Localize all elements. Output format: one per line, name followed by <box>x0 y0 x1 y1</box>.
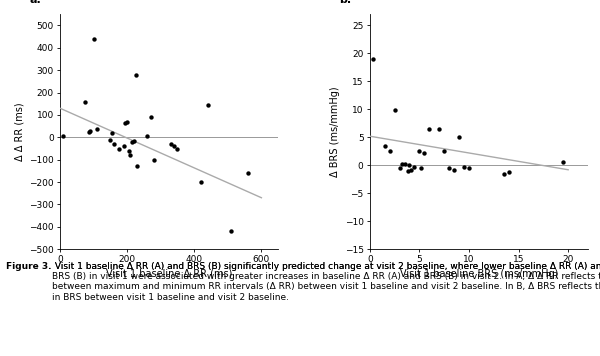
Point <box>203 102 212 108</box>
Point <box>107 130 117 136</box>
Point <box>419 150 429 156</box>
Point <box>425 126 434 132</box>
Point <box>121 120 130 126</box>
Point <box>464 165 474 171</box>
Point <box>454 135 464 140</box>
Point <box>410 164 419 170</box>
Point <box>380 143 389 148</box>
Point <box>169 143 179 149</box>
Point <box>397 161 406 167</box>
Point <box>142 134 152 139</box>
Point <box>84 129 94 135</box>
Point <box>59 134 68 139</box>
Text: a.: a. <box>29 0 41 5</box>
Point <box>85 128 95 134</box>
Point <box>146 114 155 120</box>
Text: Visit 1 baseline Δ RR (A) and BRS (B) significantly predicted change at visit 2 : Visit 1 baseline Δ RR (A) and BRS (B) si… <box>52 262 600 302</box>
Text: b.: b. <box>339 0 352 5</box>
Point <box>119 143 128 149</box>
Point <box>109 141 119 147</box>
Point <box>166 141 176 147</box>
Point <box>407 167 416 173</box>
X-axis label: Visit 1 baseline Δ RR (ms): Visit 1 baseline Δ RR (ms) <box>106 269 232 279</box>
Point <box>122 119 132 125</box>
Point <box>499 171 509 177</box>
Point <box>125 152 135 158</box>
Point <box>127 139 137 145</box>
Point <box>390 108 400 113</box>
Point <box>129 138 139 143</box>
Point <box>395 165 404 171</box>
Point <box>106 137 115 142</box>
Point <box>404 162 414 168</box>
Point <box>243 170 253 176</box>
X-axis label: Visit 1 baseline BRS (ms/mmHg): Visit 1 baseline BRS (ms/mmHg) <box>400 269 558 279</box>
Point <box>459 164 469 170</box>
Point <box>403 168 412 174</box>
Point <box>173 146 182 151</box>
Point <box>114 146 124 151</box>
Point <box>92 127 102 132</box>
Point <box>559 159 568 165</box>
Point <box>439 148 449 154</box>
Point <box>131 72 140 78</box>
Point <box>196 179 206 185</box>
Point <box>80 99 90 104</box>
Point <box>226 229 236 234</box>
Y-axis label: Δ BRS (ms/mmHg): Δ BRS (ms/mmHg) <box>331 87 340 177</box>
Text: Visit 1 baseline Δ RR (A) and BRS (B) significantly predicted change at visit 2 : Visit 1 baseline Δ RR (A) and BRS (B) si… <box>52 262 600 271</box>
Point <box>449 167 459 173</box>
Point <box>368 56 377 62</box>
Point <box>434 126 444 132</box>
Y-axis label: Δ Δ RR (ms): Δ Δ RR (ms) <box>15 103 25 161</box>
Point <box>89 36 98 42</box>
Point <box>133 163 142 169</box>
Point <box>400 161 409 167</box>
Point <box>385 148 394 154</box>
Point <box>415 148 424 154</box>
Point <box>416 165 426 171</box>
Point <box>445 165 454 171</box>
Point <box>124 148 134 153</box>
Point <box>149 157 159 163</box>
Point <box>504 169 514 175</box>
Text: Figure 3.: Figure 3. <box>6 262 52 271</box>
